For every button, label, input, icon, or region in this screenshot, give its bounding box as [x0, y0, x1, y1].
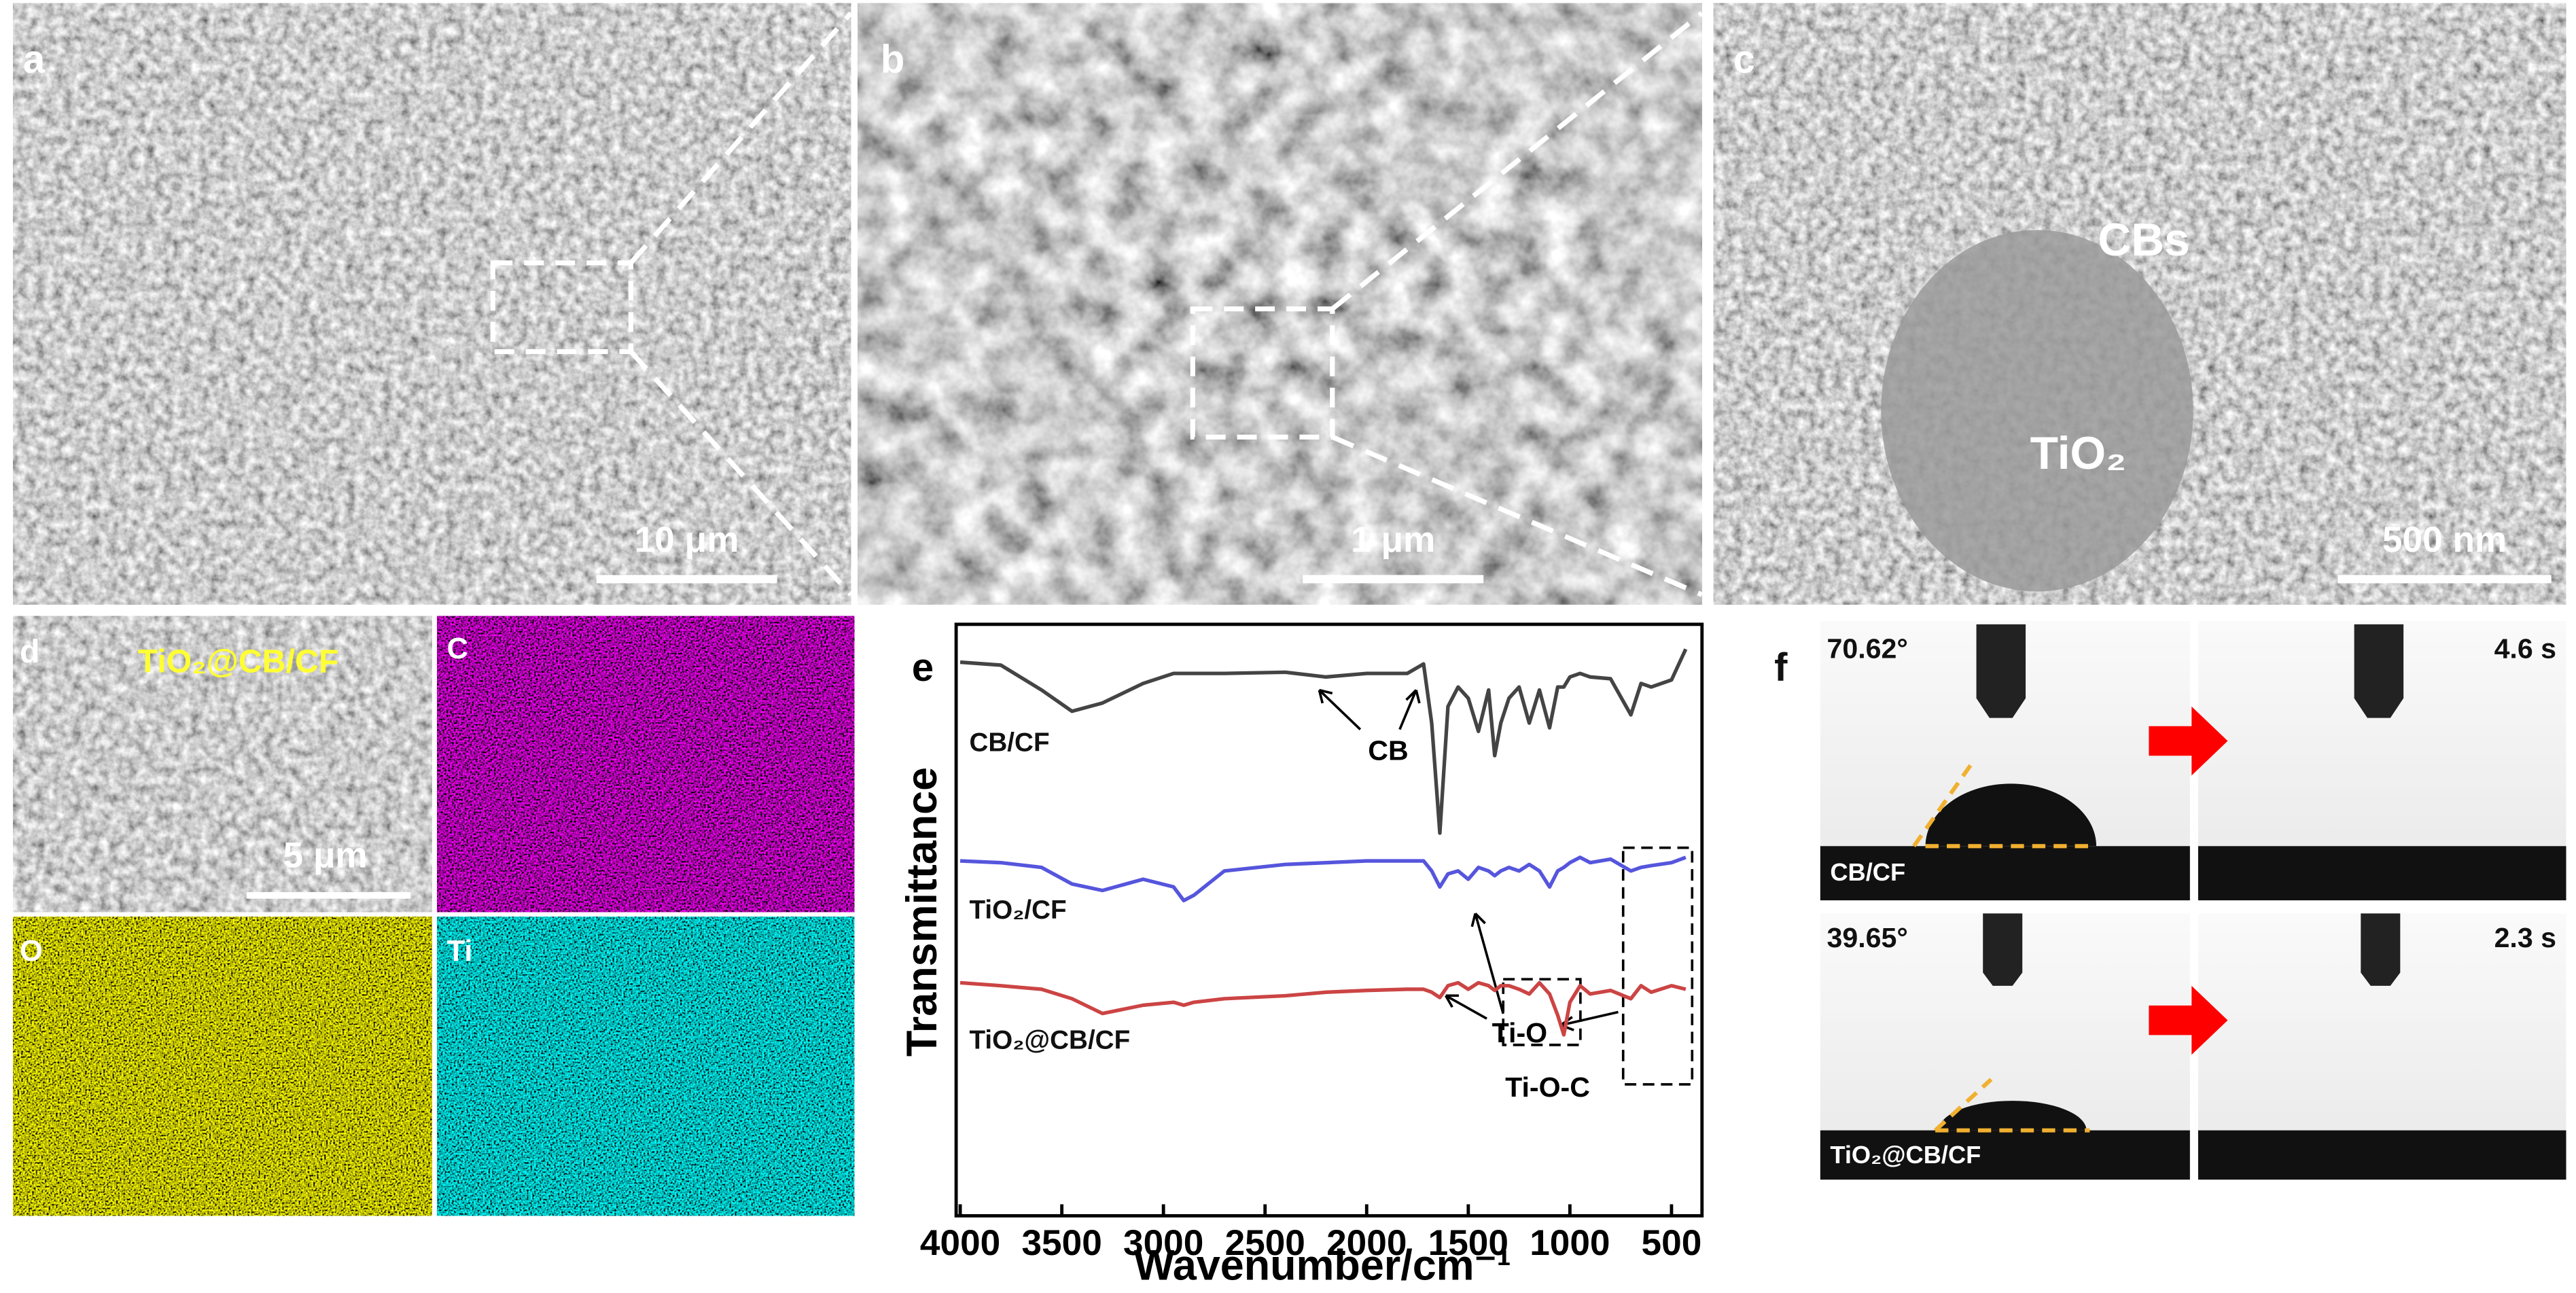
scale-text: 1 μm — [1351, 520, 1435, 560]
panel-f: f 70.62° 4.6 s CB/CF 39.65° 2.3 s TiO₂@C… — [1774, 621, 2566, 1180]
panel-label: a — [23, 37, 46, 82]
scale-text: 500 nm — [2382, 520, 2507, 560]
x-axis-label: Wavenumber/cm⁻¹ — [1134, 1241, 1511, 1289]
tangent-line — [1912, 762, 1973, 848]
annotation: CB — [1368, 734, 1408, 766]
scale-bar — [246, 891, 411, 899]
panel-label: c — [1733, 37, 1755, 82]
series-line — [959, 855, 1687, 903]
x-tick-label: 3000 — [1123, 1223, 1203, 1263]
annotation: Ti-O-C — [1505, 1071, 1590, 1103]
scale-text: 10 μm — [635, 520, 739, 560]
annotation: TiO₂ — [2030, 428, 2127, 479]
substrate — [1820, 1130, 2190, 1180]
scale-bar — [596, 575, 777, 584]
annotation: CBs — [2098, 215, 2189, 266]
panel-label: e — [912, 645, 934, 690]
panel-label: f — [1774, 645, 1788, 690]
series-line — [959, 648, 1688, 835]
zoom-box — [1190, 306, 1335, 440]
scale-bar — [1303, 575, 1484, 584]
highlight-box — [1621, 846, 1694, 1086]
x-tick-label: 4000 — [920, 1223, 1000, 1263]
eds-map — [437, 917, 855, 1216]
plot-frame — [954, 622, 1704, 1218]
x-tick-label: 500 — [1642, 1223, 1702, 1263]
arrow — [2149, 985, 2228, 1055]
annotation-arrow — [1318, 688, 1421, 730]
substrate — [2198, 846, 2566, 901]
zoom-line — [1331, 434, 1704, 597]
zoom-line — [629, 11, 853, 265]
series-line — [959, 980, 1687, 1037]
eds-map — [437, 616, 855, 913]
x-tick-label: 1500 — [1428, 1223, 1508, 1263]
needle — [2361, 913, 2401, 986]
contact-angle: 70.62° — [1827, 633, 1908, 664]
panel-a: a 10 μm — [13, 3, 853, 605]
droplet — [1938, 1101, 2087, 1131]
zoom-line — [629, 350, 853, 597]
ftir-chart: e Wavenumber/cm⁻¹ Transmittance CB Ti-O … — [898, 622, 1704, 1289]
x-tick-label: 2500 — [1225, 1223, 1305, 1263]
panel-label: b — [881, 37, 904, 82]
sem-image — [858, 3, 1702, 605]
arrow — [2149, 706, 2228, 776]
tio2-sphere — [1881, 230, 2193, 592]
panel-d: d TiO₂@CB/CF 5 μm C O Ti — [13, 616, 855, 1216]
sem-image — [13, 616, 432, 913]
needle — [1983, 913, 2023, 986]
element-label: C — [447, 633, 468, 665]
sample-label: TiO₂@CB/CF — [138, 643, 339, 680]
sample-label: TiO₂@CB/CF — [1830, 1141, 1981, 1169]
eds-map — [13, 917, 432, 1216]
droplet — [1925, 783, 2097, 847]
needle — [1976, 624, 2026, 718]
tangent-line — [1934, 1078, 1993, 1132]
time: 2.3 s — [2494, 922, 2556, 953]
substrate — [1820, 846, 2190, 901]
scale-text: 5 μm — [283, 835, 368, 875]
scale-bar — [2337, 575, 2552, 584]
element-label: O — [20, 935, 43, 968]
zoom-box — [490, 260, 634, 355]
x-tick-label: 3500 — [1021, 1223, 1101, 1263]
x-tick-label: 1000 — [1530, 1223, 1610, 1263]
sample-label: CB/CF — [1830, 858, 1905, 886]
series-label: TiO₂@CB/CF — [969, 1025, 1130, 1055]
needle — [2354, 624, 2404, 718]
time: 4.6 s — [2494, 633, 2556, 664]
sem-image — [13, 3, 851, 605]
series-label: CB/CF — [969, 728, 1049, 758]
zoom-line — [1330, 11, 1704, 311]
contact-angle: 39.65° — [1827, 922, 1908, 953]
panel-b: b 1 μm — [858, 3, 1704, 605]
panel-label: d — [20, 633, 40, 670]
highlight-box — [1502, 978, 1582, 1046]
x-tick-label: 2000 — [1326, 1223, 1407, 1263]
annotation: Ti-O — [1492, 1017, 1547, 1048]
series-label: TiO₂/CF — [969, 896, 1066, 925]
y-axis-label: Transmittance — [898, 767, 946, 1057]
substrate — [2198, 1130, 2566, 1180]
element-label: Ti — [447, 935, 473, 968]
panel-c: CBs TiO₂ c 500 nm — [1713, 3, 2566, 605]
